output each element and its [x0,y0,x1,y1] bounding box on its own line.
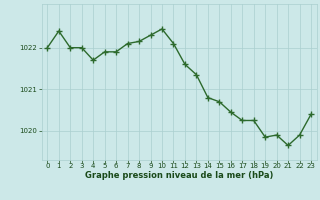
X-axis label: Graphe pression niveau de la mer (hPa): Graphe pression niveau de la mer (hPa) [85,171,273,180]
